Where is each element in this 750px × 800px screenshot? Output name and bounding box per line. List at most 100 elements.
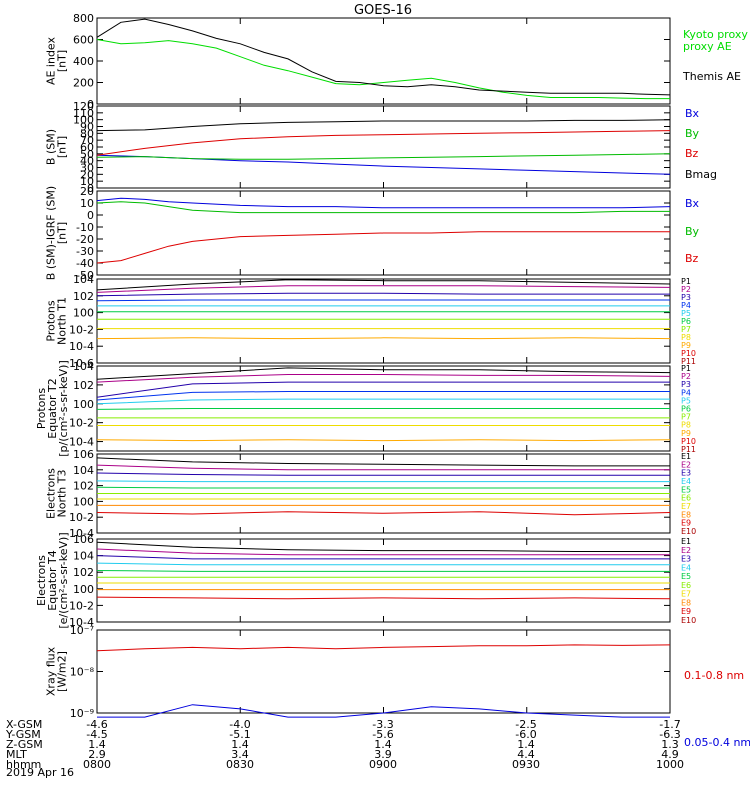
series-line-e5 bbox=[96, 570, 670, 572]
series-line-e2 bbox=[96, 464, 670, 471]
y-tick-label: 80 bbox=[80, 127, 94, 140]
y-tick-label: 100 bbox=[73, 495, 94, 508]
y-tick-label: 40 bbox=[80, 155, 94, 168]
y-tick-label: 10-6 bbox=[69, 357, 94, 370]
y-tick-label: 20 bbox=[80, 185, 94, 198]
date-label: 2019 Apr 16 bbox=[6, 766, 74, 779]
panel-frame bbox=[96, 17, 671, 105]
legend-entry: Bx bbox=[685, 107, 700, 120]
legend-entry: P2 bbox=[681, 372, 691, 381]
y-axis-label: [nT] bbox=[56, 222, 69, 244]
y-tick-label: 120 bbox=[73, 100, 94, 113]
legend-entry: Kyoto proxy AE bbox=[683, 28, 750, 41]
series-line-e1 bbox=[96, 541, 670, 552]
legend-entry: E3 bbox=[681, 469, 691, 478]
legend-entry: Bx bbox=[685, 197, 700, 210]
y-axis-label: [p/(cm²-s-sr-keV)] bbox=[57, 360, 70, 457]
legend-entry: E7 bbox=[681, 502, 691, 511]
y-tick-label: -40 bbox=[76, 257, 94, 270]
legend-entry: E5 bbox=[681, 572, 691, 581]
footer-row-label: MLT bbox=[6, 748, 27, 761]
y-axis-label: Equator T4 bbox=[46, 550, 59, 610]
y-tick-label: 102 bbox=[73, 480, 94, 493]
legend-entry: E10 bbox=[681, 616, 696, 625]
footer-value: 3.4 bbox=[231, 748, 249, 761]
y-tick-label: 10-4 bbox=[69, 436, 94, 449]
y-tick-label: -10 bbox=[76, 221, 94, 234]
footer-value: -3.3 bbox=[372, 718, 393, 731]
y-tick-label: 10-4 bbox=[69, 527, 94, 540]
y-tick-label: 200 bbox=[73, 77, 94, 90]
series-line-0.05-0.4-nm bbox=[97, 704, 670, 718]
legend-entry: P3 bbox=[681, 293, 691, 302]
y-axis-label: [nT] bbox=[56, 50, 69, 72]
y-tick-label: 600 bbox=[73, 34, 94, 47]
y-tick-label: 106 bbox=[73, 533, 94, 546]
y-axis-label: Electrons bbox=[45, 468, 58, 519]
legend-entry: P11 bbox=[681, 357, 696, 366]
footer-value: 4.9 bbox=[661, 748, 679, 761]
y-tick-label: 10⁻⁹ bbox=[70, 707, 94, 720]
series-line-bz bbox=[96, 130, 671, 156]
legend-entry: E8 bbox=[681, 598, 691, 607]
footer-value: 1.4 bbox=[88, 738, 106, 751]
footer-value: -1.7 bbox=[659, 718, 680, 731]
legend-entry: P2 bbox=[681, 285, 691, 294]
legend-entry: E4 bbox=[681, 563, 691, 572]
series-line-bx bbox=[96, 197, 671, 209]
series-line-p2 bbox=[96, 374, 671, 383]
legend-entry: 0.05-0.4 nm bbox=[684, 736, 750, 749]
series-line-p9 bbox=[96, 439, 671, 442]
panel-ae: 0 200 400 600 800 AE index[nT] Kyoto proxy AEp… bbox=[45, 12, 750, 111]
series-line-0.1-0.8-nm bbox=[96, 644, 671, 652]
legend-entry: Bz bbox=[685, 147, 699, 160]
series-line-e9 bbox=[96, 596, 671, 600]
series-line-e4 bbox=[96, 562, 670, 566]
series-line-e1 bbox=[96, 457, 670, 467]
footer-value: -5.6 bbox=[372, 728, 393, 741]
footer-row-label: hhmm bbox=[6, 758, 41, 771]
series-line-p3 bbox=[96, 381, 670, 398]
legend-entry: E6 bbox=[681, 494, 691, 503]
y-axis-label: B (SM) bbox=[45, 129, 58, 165]
y-tick-label: 10⁻⁸ bbox=[70, 666, 95, 679]
y-tick-label: 110 bbox=[73, 107, 94, 120]
series-line-p3 bbox=[96, 292, 670, 297]
plot-title: GOES-16 bbox=[354, 3, 412, 18]
footer-value: 1.4 bbox=[231, 738, 249, 751]
legend-entry: P3 bbox=[681, 380, 691, 389]
y-tick-label: -30 bbox=[76, 245, 94, 258]
legend-entry: E3 bbox=[681, 555, 691, 564]
legend-entry: E1 bbox=[681, 537, 691, 546]
y-tick-label: 10-4 bbox=[69, 340, 94, 353]
y-tick-label: 10 bbox=[80, 175, 94, 188]
series-line-p6 bbox=[96, 408, 670, 410]
y-tick-label: 0 bbox=[87, 209, 94, 222]
series-line-e5 bbox=[96, 486, 670, 489]
legend-entry: E10 bbox=[681, 527, 696, 536]
footer-value: 0830 bbox=[226, 758, 254, 771]
series-line-bmag bbox=[96, 119, 671, 132]
y-tick-label: 400 bbox=[73, 55, 94, 68]
legend-entry: P11 bbox=[681, 445, 696, 454]
legend-entry: E2 bbox=[681, 460, 691, 469]
legend-entry: E1 bbox=[681, 452, 691, 461]
legend-entry: P10 bbox=[681, 349, 696, 358]
legend-entry: P6 bbox=[681, 405, 691, 414]
legend-entry: P7 bbox=[681, 413, 691, 422]
legend-entry: P6 bbox=[681, 317, 691, 326]
y-tick-label: -20 bbox=[76, 233, 94, 246]
footer-value: 3.9 bbox=[374, 748, 392, 761]
legend-entry: P1 bbox=[681, 277, 691, 286]
footer-value: 1000 bbox=[656, 758, 684, 771]
footer-value: -4.0 bbox=[229, 718, 250, 731]
y-tick-label: -50 bbox=[76, 269, 94, 282]
footer: X-GSM -4.6 -4.0 -3.3 -2.5 -1.7 Y-GSM -4.5 -5.1 -5… bbox=[5, 718, 684, 771]
legend-entry: P8 bbox=[681, 333, 691, 342]
